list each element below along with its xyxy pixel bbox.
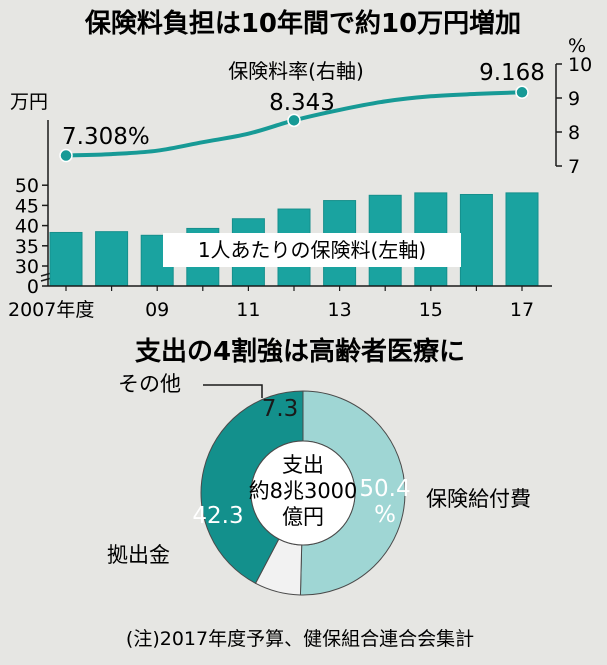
- right-axis: 7 8 9 10: [555, 54, 592, 178]
- left-tick-label: 50: [15, 175, 39, 197]
- slice-name-benefits: 保険給付費: [426, 487, 531, 511]
- rate-point-2017: [515, 85, 529, 100]
- donut-center-line-2: 約8兆3000: [249, 479, 358, 503]
- donut-hole: [250, 440, 356, 546]
- x-tick-label: 2007年度: [8, 299, 94, 321]
- right-axis-unit: %: [568, 35, 586, 57]
- right-tick-label: 7: [568, 156, 580, 178]
- donut-center-line-1: 支出: [282, 453, 324, 477]
- right-tick-label: 9: [568, 88, 580, 110]
- slice-value-other: 7.3: [262, 396, 299, 422]
- bottom-chart-title: 支出の4割強は高齢者医療に: [135, 336, 465, 367]
- x-tick-label: 15: [419, 299, 443, 321]
- bar-2017: [505, 192, 539, 287]
- right-tick-label: 8: [568, 122, 580, 144]
- rate-point-2007: [59, 148, 73, 163]
- rate-point-2012: [287, 113, 301, 128]
- left-tick-label: 45: [15, 195, 39, 217]
- line-series-label: 保険料率(右軸): [228, 59, 364, 83]
- left-tick-label: 30: [15, 256, 39, 278]
- slice-name-other: その他: [118, 372, 181, 396]
- bar-series-label: 1人あたりの保険料(左軸): [198, 238, 426, 262]
- left-tick-label: 40: [15, 216, 39, 238]
- rate-label-2017: 9.168: [479, 60, 545, 86]
- rate-label-2007: 7.308%: [62, 124, 150, 150]
- left-tick-label: 35: [15, 236, 39, 258]
- expense-donut: [200, 390, 406, 596]
- left-axis-unit: 万円: [10, 91, 48, 113]
- bar-2007: [49, 231, 83, 287]
- slice-unit-benefits: %: [374, 502, 396, 528]
- top-chart-title: 保険料負担は10年間で約10万円増加: [84, 8, 521, 39]
- footnote: (注)2017年度予算、健保組合連合会集計: [126, 628, 474, 650]
- x-tick-label: 13: [328, 299, 352, 321]
- rate-line-series: 7.308% 8.343 9.168: [59, 60, 545, 163]
- rate-label-2012: 8.343: [269, 90, 335, 116]
- bar-series-label-box: [163, 233, 461, 267]
- right-tick-label: 10: [568, 54, 592, 76]
- slice-value-contributions: 42.3: [192, 503, 243, 529]
- bar-2016: [459, 193, 493, 287]
- x-axis-ticks: 2007年度 09 11 13 15 17: [8, 286, 534, 321]
- other-leader-line: [203, 384, 263, 398]
- slice-name-contributions: 拠出金: [107, 543, 170, 567]
- x-tick-label: 11: [236, 299, 260, 321]
- bar-2008: [95, 231, 129, 287]
- donut-center-line-3: 億円: [282, 505, 324, 529]
- x-tick-label: 17: [510, 299, 534, 321]
- slice-value-benefits: 50.4: [359, 476, 410, 502]
- x-tick-label: 09: [145, 299, 169, 321]
- left-tick-label: 0: [27, 276, 39, 298]
